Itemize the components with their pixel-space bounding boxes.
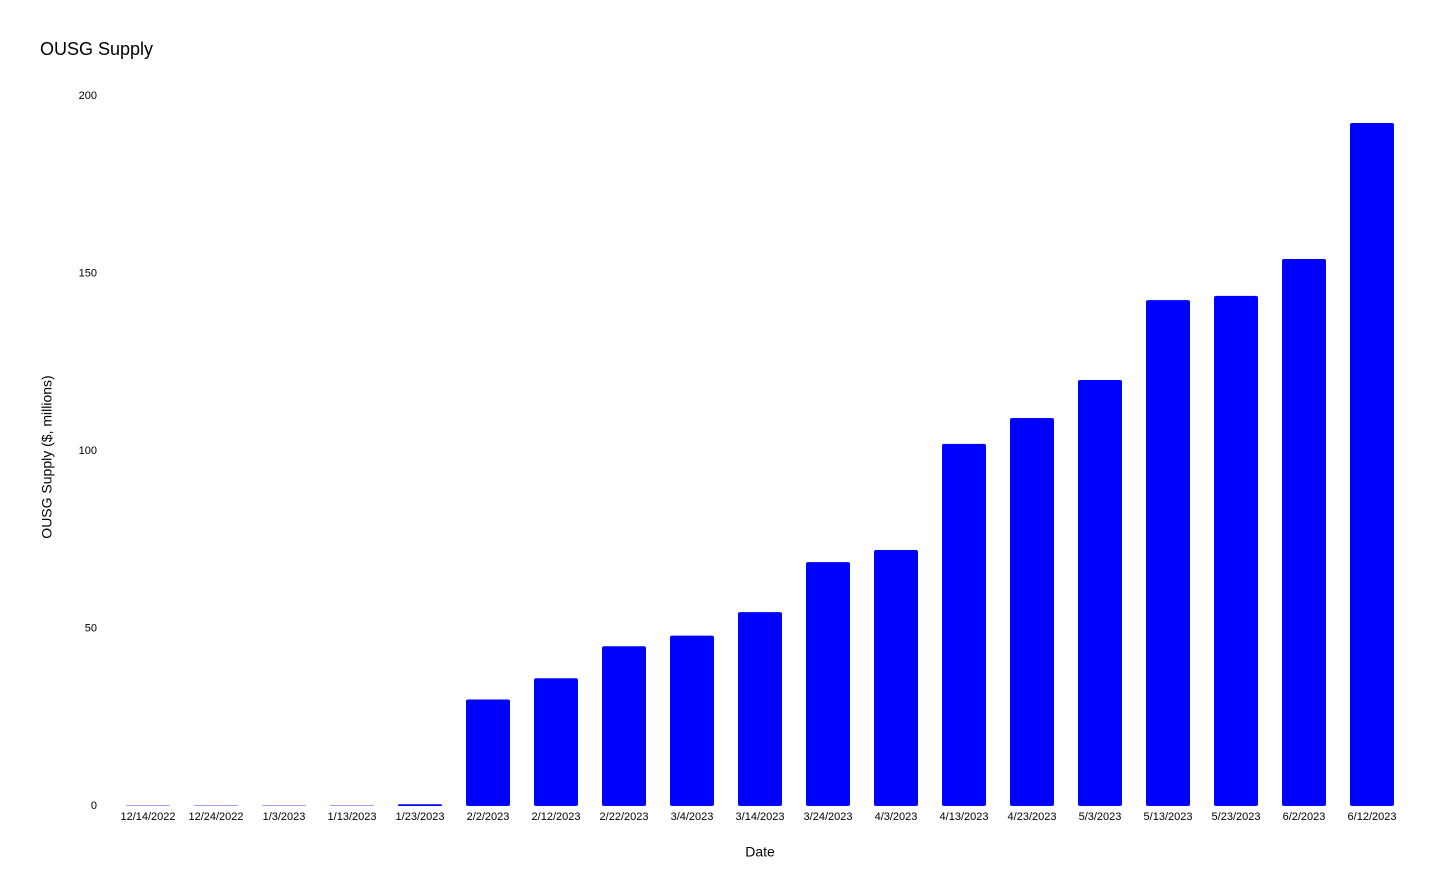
bar xyxy=(670,635,714,806)
x-tick-label: 12/24/2022 xyxy=(188,811,243,823)
bar xyxy=(1010,417,1054,806)
y-axis-label: OUSG Supply ($, millions) xyxy=(39,375,55,538)
x-tick-label: 4/3/2023 xyxy=(875,811,918,823)
bar xyxy=(1214,295,1258,806)
x-tick-label: 1/3/2023 xyxy=(263,811,306,823)
bar xyxy=(466,699,510,806)
x-axis-label: Date xyxy=(745,844,775,860)
bar xyxy=(738,612,782,806)
x-tick-label: 3/14/2023 xyxy=(736,811,785,823)
bar xyxy=(1078,380,1122,806)
x-tick-label: 1/23/2023 xyxy=(396,811,445,823)
x-tick-label: 3/24/2023 xyxy=(804,811,853,823)
x-tick-label: 4/13/2023 xyxy=(940,811,989,823)
y-tick-label: 100 xyxy=(79,445,97,457)
bar xyxy=(1146,300,1190,806)
x-tick-label: 6/12/2023 xyxy=(1348,811,1397,823)
bar xyxy=(806,562,850,806)
bar xyxy=(1282,258,1326,806)
bar xyxy=(534,678,578,806)
x-tick-label: 12/14/2022 xyxy=(120,811,175,823)
x-tick-label: 1/13/2023 xyxy=(328,811,377,823)
y-tick-label: 0 xyxy=(91,800,97,812)
x-tick-label: 4/23/2023 xyxy=(1008,811,1057,823)
y-tick-label: 50 xyxy=(85,622,97,634)
bar xyxy=(1350,122,1394,807)
x-tick-label: 2/12/2023 xyxy=(532,811,581,823)
x-tick-label: 5/13/2023 xyxy=(1144,811,1193,823)
bar xyxy=(874,550,918,806)
bar xyxy=(602,646,646,806)
y-tick-label: 200 xyxy=(79,90,97,102)
y-tick-label: 150 xyxy=(79,267,97,279)
x-tick-label: 6/2/2023 xyxy=(1283,811,1326,823)
x-tick-label: 3/4/2023 xyxy=(671,811,714,823)
x-tick-label: 5/3/2023 xyxy=(1079,811,1122,823)
bar xyxy=(398,804,442,806)
x-tick-label: 5/23/2023 xyxy=(1212,811,1261,823)
x-tick-label: 2/2/2023 xyxy=(467,811,510,823)
chart-title: OUSG Supply xyxy=(40,39,153,59)
bar xyxy=(942,443,986,806)
x-tick-label: 2/22/2023 xyxy=(600,811,649,823)
